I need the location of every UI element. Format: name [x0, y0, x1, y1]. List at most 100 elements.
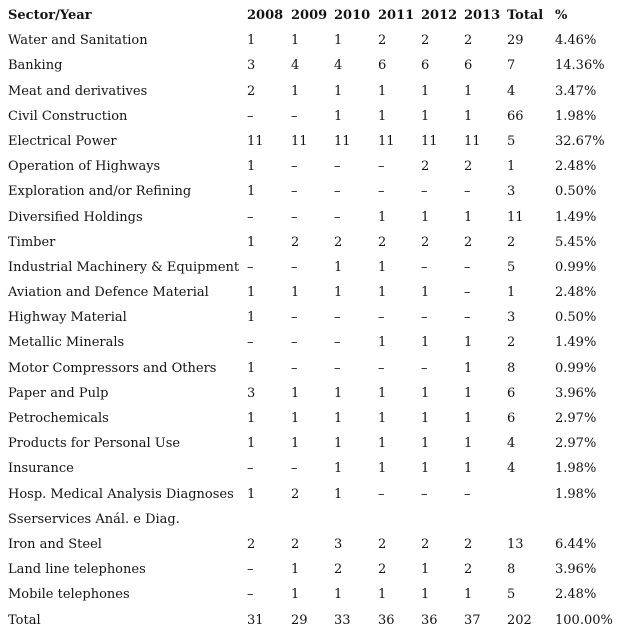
value-cell: 1	[421, 209, 430, 225]
table-row: Operation of Highways 1 – – – 2 2 1 2.48%	[8, 154, 622, 179]
value-cell: 2	[247, 83, 256, 99]
value-cell: 2	[291, 486, 300, 502]
sector-cell: Metallic Minerals	[8, 335, 125, 351]
value-cell: –	[378, 184, 385, 200]
table-row: Diversified Holdings – – –1 1 1 11 1.49%	[8, 205, 622, 230]
value-cell: 2.97%	[555, 411, 597, 426]
sector-cell: Timber	[8, 234, 56, 250]
value-cell: 1	[247, 159, 256, 175]
value-cell: 0.99%	[555, 259, 597, 275]
value-cell: 1	[421, 587, 430, 603]
value-cell: 2	[291, 536, 300, 552]
sector-cell: Civil Construction	[8, 108, 128, 124]
value-cell: 1	[334, 411, 343, 426]
value-cell: 1	[247, 184, 256, 200]
value-cell: –	[421, 360, 428, 376]
value-cell: 4	[334, 58, 343, 74]
value-cell: 2	[378, 536, 387, 552]
value-cell: 1	[421, 83, 430, 99]
value-cell: 11	[378, 133, 395, 149]
table-header-row: Sector/Year 2008 2009 2010 2011 2012 2013 Total…	[8, 3, 622, 28]
value-cell: 1	[464, 587, 473, 603]
value-cell: 3	[507, 184, 516, 200]
value-cell: 2.48%	[555, 285, 597, 301]
sector-cell: Products for Personal Use	[8, 436, 181, 452]
value-cell: 1	[507, 159, 516, 175]
value-cell: 1	[421, 411, 430, 426]
table-row: Motor Compressors and Others 1 – – – – 1 8 0.99%	[8, 356, 622, 381]
value-cell: 1	[464, 108, 473, 124]
column-header: %	[555, 8, 568, 23]
value-cell: 1	[247, 234, 256, 250]
sector-cell: Meat and derivatives	[8, 83, 148, 99]
value-cell: 1	[507, 285, 516, 301]
value-cell: 1	[334, 83, 343, 99]
column-header: Sector/Year	[8, 8, 92, 23]
table-row: Civil Construction – – 1 1 1 1 66 1.98%	[8, 104, 622, 129]
value-cell: 5	[507, 259, 516, 275]
value-cell: 11	[464, 133, 481, 149]
value-cell: 2	[507, 234, 516, 250]
sector-cell: Industrial Machinery & Equipment	[8, 259, 240, 275]
value-cell: 36	[378, 612, 395, 628]
value-cell: 1	[464, 411, 473, 426]
column-header: 2012	[421, 8, 458, 23]
value-cell: 2	[421, 536, 430, 552]
value-cell: –	[247, 461, 254, 477]
table-row: Aviation and Defence Material 1 1 1 1 1 – 1 2.48…	[8, 280, 622, 305]
value-cell: –	[247, 335, 254, 351]
value-cell: 6.44%	[555, 536, 597, 552]
value-cell: 29	[291, 612, 308, 628]
value-cell: 1	[421, 436, 430, 452]
value-cell: 2	[378, 234, 387, 250]
value-cell: 3.96%	[555, 562, 597, 578]
value-cell: 5	[507, 587, 516, 603]
value-cell: –	[378, 360, 385, 376]
value-cell: 1.98%	[555, 461, 597, 477]
value-cell: –	[334, 184, 341, 200]
value-cell: 1	[464, 436, 473, 452]
value-cell: –	[291, 159, 298, 175]
value-cell: 4	[507, 436, 516, 452]
column-header: 2009	[291, 8, 328, 23]
value-cell: 1	[464, 335, 473, 351]
value-cell: 13	[507, 536, 524, 552]
value-cell: 1	[247, 33, 256, 49]
value-cell: 0.99%	[555, 360, 597, 376]
value-cell: –	[378, 486, 385, 502]
value-cell: 8	[507, 562, 516, 578]
column-header: 2008	[247, 8, 284, 23]
value-cell: 2	[378, 33, 387, 49]
table-row: Mobile telephones – 1 1 1 1 1 5 2.48%	[8, 582, 622, 607]
value-cell: 8	[507, 360, 516, 376]
value-cell: 1	[378, 259, 387, 275]
value-cell: –	[291, 461, 298, 477]
value-cell: –	[334, 159, 341, 175]
table-row: Electrical Power 11 11 11 11 11 11 5 32.67%	[8, 129, 622, 154]
value-cell: 14.36%	[555, 58, 605, 74]
sector-cell: Banking	[8, 58, 63, 74]
sector-cell: Motor Compressors and Others	[8, 360, 217, 376]
value-cell: 1	[247, 411, 256, 426]
value-cell: 2	[334, 234, 343, 250]
value-cell: –	[421, 259, 428, 275]
sector-cell: Electrical Power	[8, 133, 117, 149]
value-cell: –	[464, 259, 471, 275]
table-row: Paper and Pulp 3 1 1 1 1 1 6 3.96%	[8, 381, 622, 406]
value-cell: 11	[334, 133, 351, 149]
value-cell: 1	[291, 562, 300, 578]
table-row: Hosp. Medical Analysis Diagnoses 1 2 1 – – – 1.…	[8, 482, 622, 507]
value-cell: 2	[464, 536, 473, 552]
sector-cell: Petrochemicals	[8, 411, 109, 426]
value-cell: 11	[421, 133, 438, 149]
value-cell: 66	[507, 108, 524, 124]
sector-cell: Operation of Highways	[8, 159, 161, 175]
value-cell: 1	[378, 461, 387, 477]
value-cell: 31	[247, 612, 264, 628]
value-cell: 1	[464, 209, 473, 225]
sector-cell: Total	[8, 612, 41, 628]
value-cell: 2	[291, 234, 300, 250]
value-cell: 1	[421, 335, 430, 351]
value-cell: 37	[464, 612, 481, 628]
